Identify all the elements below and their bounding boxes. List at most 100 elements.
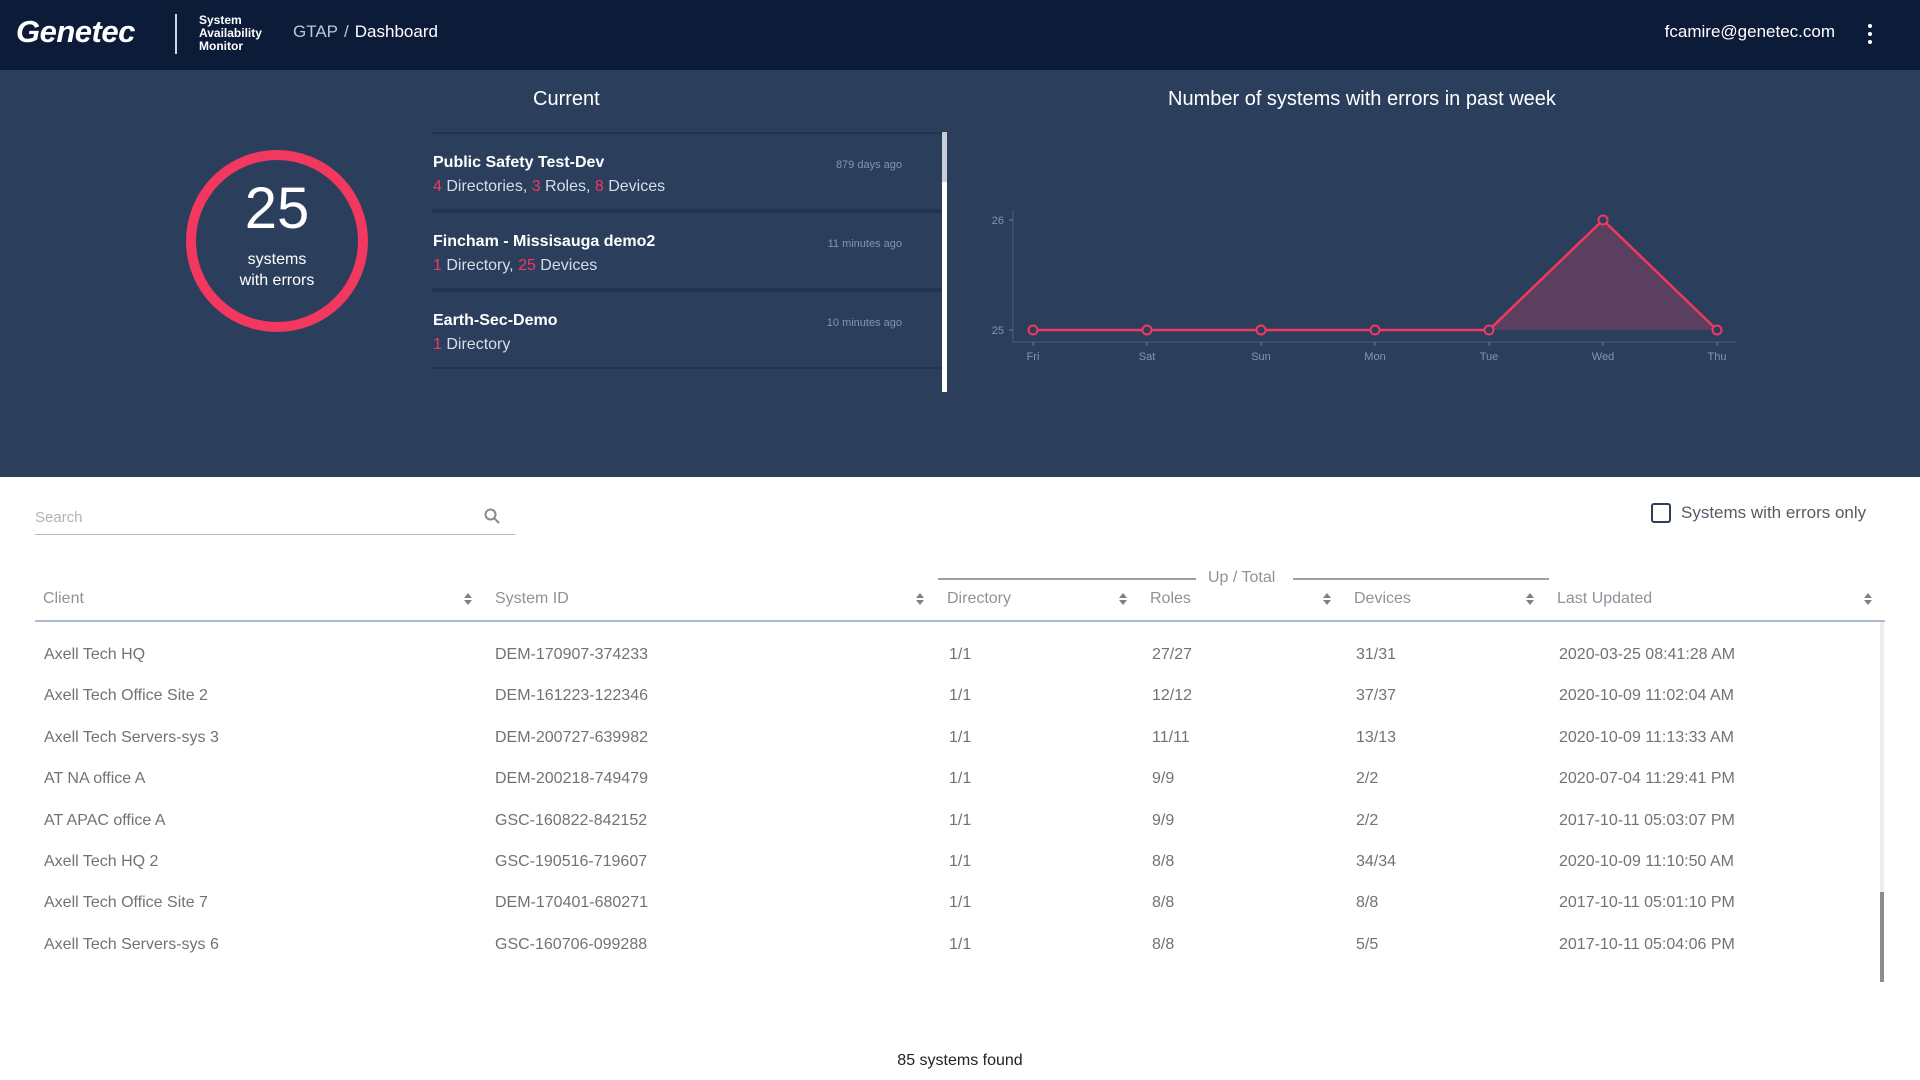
error-system-item[interactable]: Public Safety Test-Dev 879 days ago 4 Dire… [432, 132, 944, 211]
search-input[interactable] [35, 505, 475, 529]
breadcrumb-separator: / [344, 22, 349, 41]
column-header-roles[interactable]: Roles [1150, 590, 1191, 607]
error-system-name: Earth-Sec-Demo [433, 312, 558, 329]
error-system-item[interactable]: Fincham - Missisauga demo2 11 minutes ago… [432, 211, 944, 290]
column-header-devices[interactable]: Devices [1354, 590, 1411, 607]
logo-divider [175, 14, 177, 54]
table-row[interactable]: Axell Tech HQ DEM-170907-374233 1/1 27/27 31… [35, 636, 1885, 677]
table-row[interactable]: Axell Tech HQ 2 GSC-190516-719607 1/1 8/8 34… [35, 843, 1885, 884]
genetec-logo[interactable]: Genetec [16, 14, 135, 49]
column-header-system-id[interactable]: System ID [495, 590, 569, 607]
cell-last-updated: 2017-10-11 05:01:10 PM [1559, 894, 1735, 912]
cell-roles: 8/8 [1152, 894, 1175, 912]
chart-title: Number of systems with errors in past we… [1168, 88, 1556, 110]
breadcrumb-gtap[interactable]: GTAP [293, 22, 339, 41]
table-scrollbar[interactable] [1880, 622, 1884, 982]
errors-only-label: Systems with errors only [1681, 503, 1867, 522]
chart-x-tick-label: Wed [1592, 351, 1614, 363]
kebab-menu-icon[interactable] [1863, 21, 1877, 47]
sort-roles-icon[interactable] [1322, 591, 1332, 607]
cell-directory: 1/1 [949, 770, 972, 788]
errors-only-filter[interactable]: Systems with errors only [1651, 503, 1866, 523]
chart-y-tick-label: 26 [992, 215, 1004, 227]
error-system-name: Public Safety Test-Dev [433, 154, 605, 171]
list-scrollbar[interactable] [942, 132, 947, 392]
errors-only-checkbox[interactable] [1651, 503, 1671, 523]
search-box [35, 500, 515, 535]
cell-devices: 5/5 [1356, 935, 1379, 953]
error-kind: Roles, [540, 178, 595, 195]
chart-x-tick-label: Thu [1708, 351, 1727, 363]
sort-last-updated-icon[interactable] [1863, 591, 1873, 607]
chart-data-point [1483, 324, 1495, 336]
chart-data-point [1255, 324, 1267, 336]
cell-last-updated: 2020-10-09 11:10:50 AM [1559, 853, 1734, 870]
chart-data-point [1027, 324, 1039, 336]
chart-data-point [1597, 214, 1609, 226]
errors-line-chart: 25 26 Fri Sat Sun Mon Tue Wed Thu [992, 210, 1737, 363]
sort-directory-icon[interactable] [1118, 591, 1128, 607]
top-bar: Genetec System Availability Monitor GTAP… [0, 0, 1920, 70]
chart-x-tick-label: Mon [1364, 351, 1385, 363]
app-name-line-2: Availability [199, 26, 262, 40]
error-count: 8 [594, 178, 604, 195]
systems-table-body: Axell Tech HQ DEM-170907-374233 1/1 27/27 31… [35, 622, 1885, 982]
column-header-last-updated[interactable]: Last Updated [1557, 590, 1653, 607]
error-system-name: Fincham - Missisauga demo2 [433, 233, 656, 250]
column-header-directory[interactable]: Directory [947, 590, 1012, 607]
cell-client: Axell Tech Servers-sys 3 [44, 728, 219, 746]
search-icon[interactable] [483, 507, 501, 525]
error-count: 1 [433, 336, 442, 353]
errors-ring: 25 systems with errors [186, 150, 368, 332]
cell-client: Axell Tech Office Site 2 [44, 687, 208, 705]
table-row[interactable]: AT APAC office A GSC-160822-842152 1/1 9/9 2… [35, 802, 1885, 843]
cell-system-id: DEM-200218-749479 [495, 770, 648, 788]
sort-system-id-icon[interactable] [915, 591, 925, 607]
cell-devices: 2/2 [1356, 770, 1379, 788]
chart-y-tick-label: 25 [992, 325, 1004, 337]
error-system-item[interactable]: Earth-Sec-Demo 10 minutes ago 1 Directory [432, 290, 944, 369]
sort-devices-icon[interactable] [1525, 591, 1535, 607]
dashboard-panel: Current Number of systems with errors in… [0, 70, 1920, 477]
list-scrollbar-thumb[interactable] [942, 132, 947, 182]
sort-client-icon[interactable] [463, 591, 473, 607]
errors-label-line-2: with errors [239, 272, 315, 289]
cell-client: Axell Tech HQ 2 [44, 853, 159, 870]
error-kind: Directory [441, 336, 511, 353]
cell-directory: 1/1 [949, 687, 972, 705]
cell-client: Axell Tech Office Site 7 [44, 894, 208, 912]
table-row[interactable]: Axell Tech Servers-sys 3 DEM-200727-63998… [35, 719, 1885, 760]
column-header-client[interactable]: Client [43, 590, 84, 607]
systems-found-summary: 85 systems found [0, 1052, 1920, 1070]
error-count: 3 [531, 178, 541, 195]
cell-last-updated: 2020-10-09 11:02:04 AM [1559, 687, 1734, 705]
chart-x-tick-label: Tue [1480, 351, 1499, 363]
cell-roles: 8/8 [1152, 935, 1175, 953]
table-row[interactable]: Axell Tech Servers-sys 6 GSC-160706-09928… [35, 926, 1885, 967]
table-row[interactable]: AT NA office A DEM-200218-749479 1/1 9/9 2/2… [35, 760, 1885, 801]
cell-roles: 8/8 [1152, 853, 1175, 870]
error-system-time: 10 minutes ago [826, 317, 902, 329]
chart-x-tick-label: Sun [1251, 351, 1271, 363]
chart-data-point [1141, 324, 1153, 336]
table-row[interactable]: Axell Tech Office Site 7 DEM-170401-68027… [35, 884, 1885, 925]
breadcrumb-dashboard: Dashboard [354, 22, 438, 41]
app-name-line-3: Monitor [199, 39, 243, 53]
user-email[interactable]: fcamire@genetec.com [1664, 22, 1835, 41]
cell-directory: 1/1 [949, 894, 972, 912]
cell-directory: 1/1 [949, 853, 972, 870]
cell-directory: 1/1 [949, 935, 972, 953]
error-kind: Directories, [441, 178, 532, 195]
table-scrollbar-thumb[interactable] [1880, 892, 1884, 982]
error-system-time: 879 days ago [835, 159, 902, 171]
errors-count: 25 [244, 176, 310, 241]
chart-data-point [1711, 324, 1723, 336]
cell-last-updated: 2020-03-25 08:41:28 AM [1559, 646, 1736, 663]
systems-found-count: 85 [897, 1052, 916, 1069]
errors-label: systems with errors [240, 249, 315, 291]
cell-last-updated: 2020-07-04 11:29:41 PM [1559, 770, 1735, 788]
error-count: 4 [433, 178, 442, 195]
cell-system-id: GSC-190516-719607 [495, 853, 648, 870]
cell-system-id: DEM-170907-374233 [495, 646, 648, 663]
table-row[interactable]: Axell Tech Office Site 2 DEM-161223-12234… [35, 677, 1885, 718]
